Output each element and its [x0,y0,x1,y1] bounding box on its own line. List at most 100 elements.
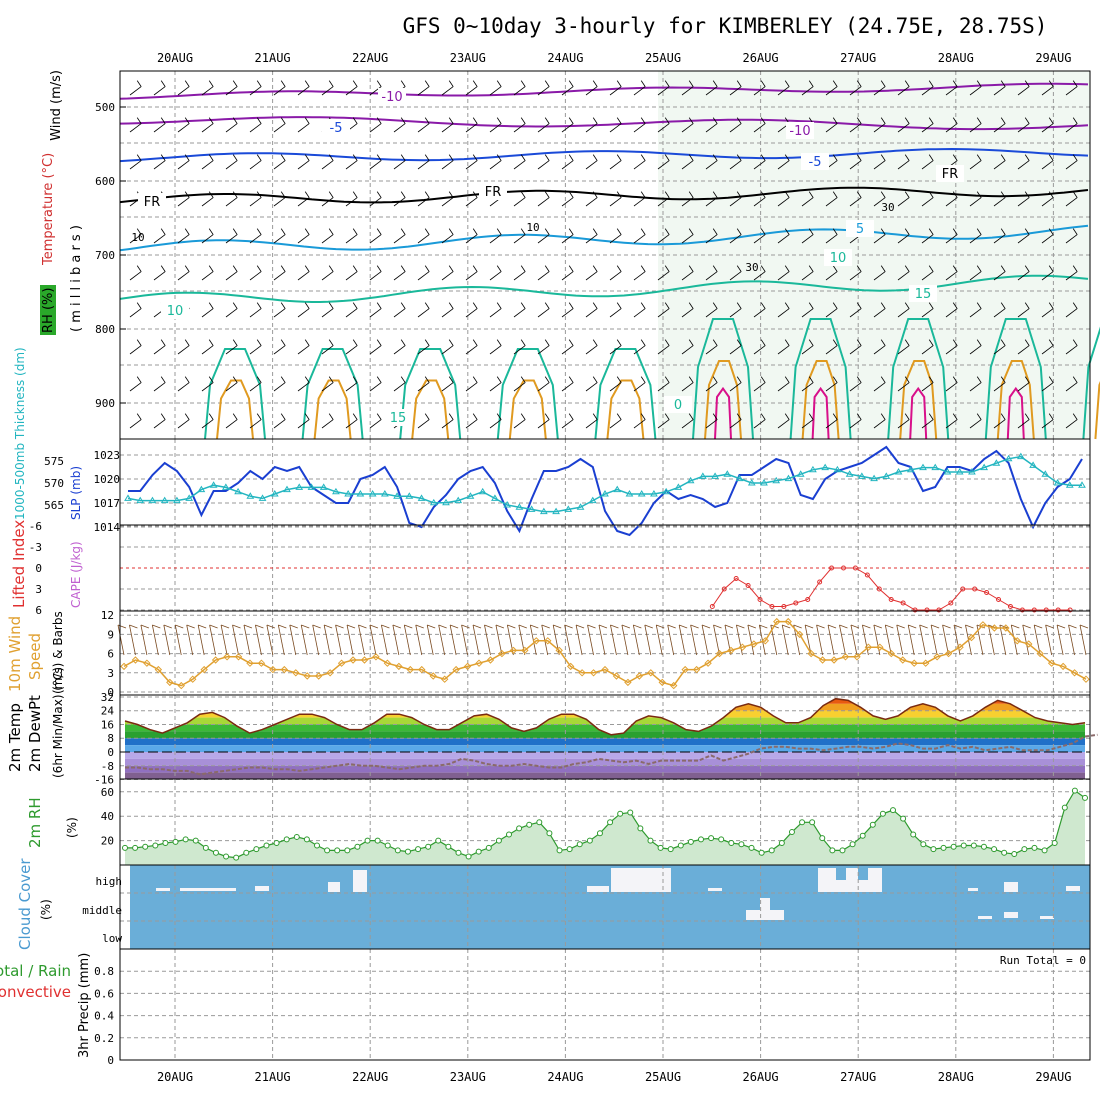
wind-barb-flag [376,228,382,235]
cloud-cells [156,868,1080,920]
surface-barb-staff [277,624,285,656]
wind-barb-staff [129,123,142,133]
surface-barb-flag [484,624,493,629]
rh-marker [596,830,603,837]
wind-barb-flag [424,376,430,383]
surface-barb-staff [667,624,675,656]
wind-barb-staff [897,197,910,207]
wind-barb-staff [1017,234,1030,244]
wind-barb-staff [657,86,670,96]
wind-barb-staff [969,308,982,318]
surface-barb-staff [220,624,228,656]
wind-barb-staff [201,345,214,355]
wind-barb-flag [880,413,886,420]
wind-barb-flag [712,117,718,124]
surface-barb-staff [610,624,617,656]
wind-barb-staff [129,308,142,318]
surface-barb-flag [1079,624,1089,629]
surface-barb-staff [678,624,686,656]
wind-barb-flag [880,117,886,124]
wind-barb-flag [1000,265,1006,272]
surface-barb-staff [587,624,594,656]
rh-contour-label: 10 [131,231,144,244]
wind-barb-flag [1072,265,1078,272]
wind-barb-flag [928,80,934,87]
thickness-marker [393,492,401,499]
wind-speed-marker [624,678,632,687]
wind-barb-staff [297,419,310,429]
wind-speed-marker [887,649,896,658]
date-label-top: 29AUG [1035,51,1071,65]
wind-barb-staff [1065,123,1078,133]
wind-tick-label: 0 [107,686,114,699]
rh-contour-label: 30 [745,261,758,274]
wind-barb-flag [208,339,214,346]
thickness-marker [613,485,622,493]
wind-barb-flag [400,302,406,309]
wind-barb-flag [712,228,718,235]
wind-barb-flag [928,154,934,161]
wind-barb-staff [705,382,718,392]
rh-ticks: 60 40 20 [101,786,114,848]
wind-barb-flag [1072,228,1078,235]
wind-barb-staff [993,271,1006,281]
wind-barb-flag [280,228,286,235]
thickness-marker [405,492,414,499]
wind-barb-staff [153,419,166,429]
wind-barb-staff [1065,197,1078,207]
thickness-marker [209,481,218,488]
wind-barb-staff [273,382,286,392]
thickness-marker [478,487,487,495]
isotherm-warm-dome [704,360,742,440]
wind-barb-flag [376,302,382,309]
isotherm-5 [119,224,1089,252]
wind-barb-flag [472,376,478,383]
rh-marker [546,830,553,837]
wind-barb-staff [633,160,646,170]
wind-barb-flag [520,80,526,87]
isotherm-label-bg [846,220,874,237]
wind-barb-staff [777,160,790,170]
wind-barb-staff [1065,382,1078,392]
slp-tick-label: 1014 [94,521,121,534]
wind-barb-flag [424,117,430,124]
wind-barb-flag [760,191,766,198]
rh-marker [809,819,816,826]
wind-barb-staff [393,234,406,244]
thickness-marker [539,507,548,515]
wind-barb-staff [297,345,310,355]
wind-speed-marker [921,659,930,667]
wind-barb-flag [496,413,502,420]
wind-barb-flag [928,191,934,198]
isotherm-freezing [119,186,1089,204]
wind-barb-flag [472,413,478,420]
wind-barb-flag [184,376,190,383]
rh-marker [1011,851,1018,858]
wind-barb-flag [424,339,430,346]
wind-speed-marker [486,656,495,664]
wind-barb-staff [897,308,910,318]
slp-axis-label: SLP (mb) [69,466,83,520]
wind-barb-staff [705,86,718,96]
wind-barb-flag [568,228,574,235]
wind-speed-marker [463,662,472,671]
surface-barb-flag [690,624,699,629]
rh-marker [758,849,765,856]
wind-barb-staff [801,308,814,318]
rh-tick-label: 20 [101,835,114,848]
wind-barb-staff [969,419,982,429]
wind-barb-flag [280,413,286,420]
wind-barb-flag [544,413,550,420]
wind-barb-staff [225,197,238,207]
wind-barb-flag [808,302,814,309]
surface-barb-flag [885,624,894,629]
thickness-marker [136,496,145,504]
surface-barb-flag [438,624,447,629]
surface-barb-staff [747,624,755,656]
wind-barb-flag [280,265,286,272]
wind-speed-marker [452,665,460,674]
wind-barb-staff [825,234,838,244]
wind-barb-staff [801,345,814,355]
isotherm-15-dome [887,318,950,440]
wind-barb-flag [856,117,862,124]
